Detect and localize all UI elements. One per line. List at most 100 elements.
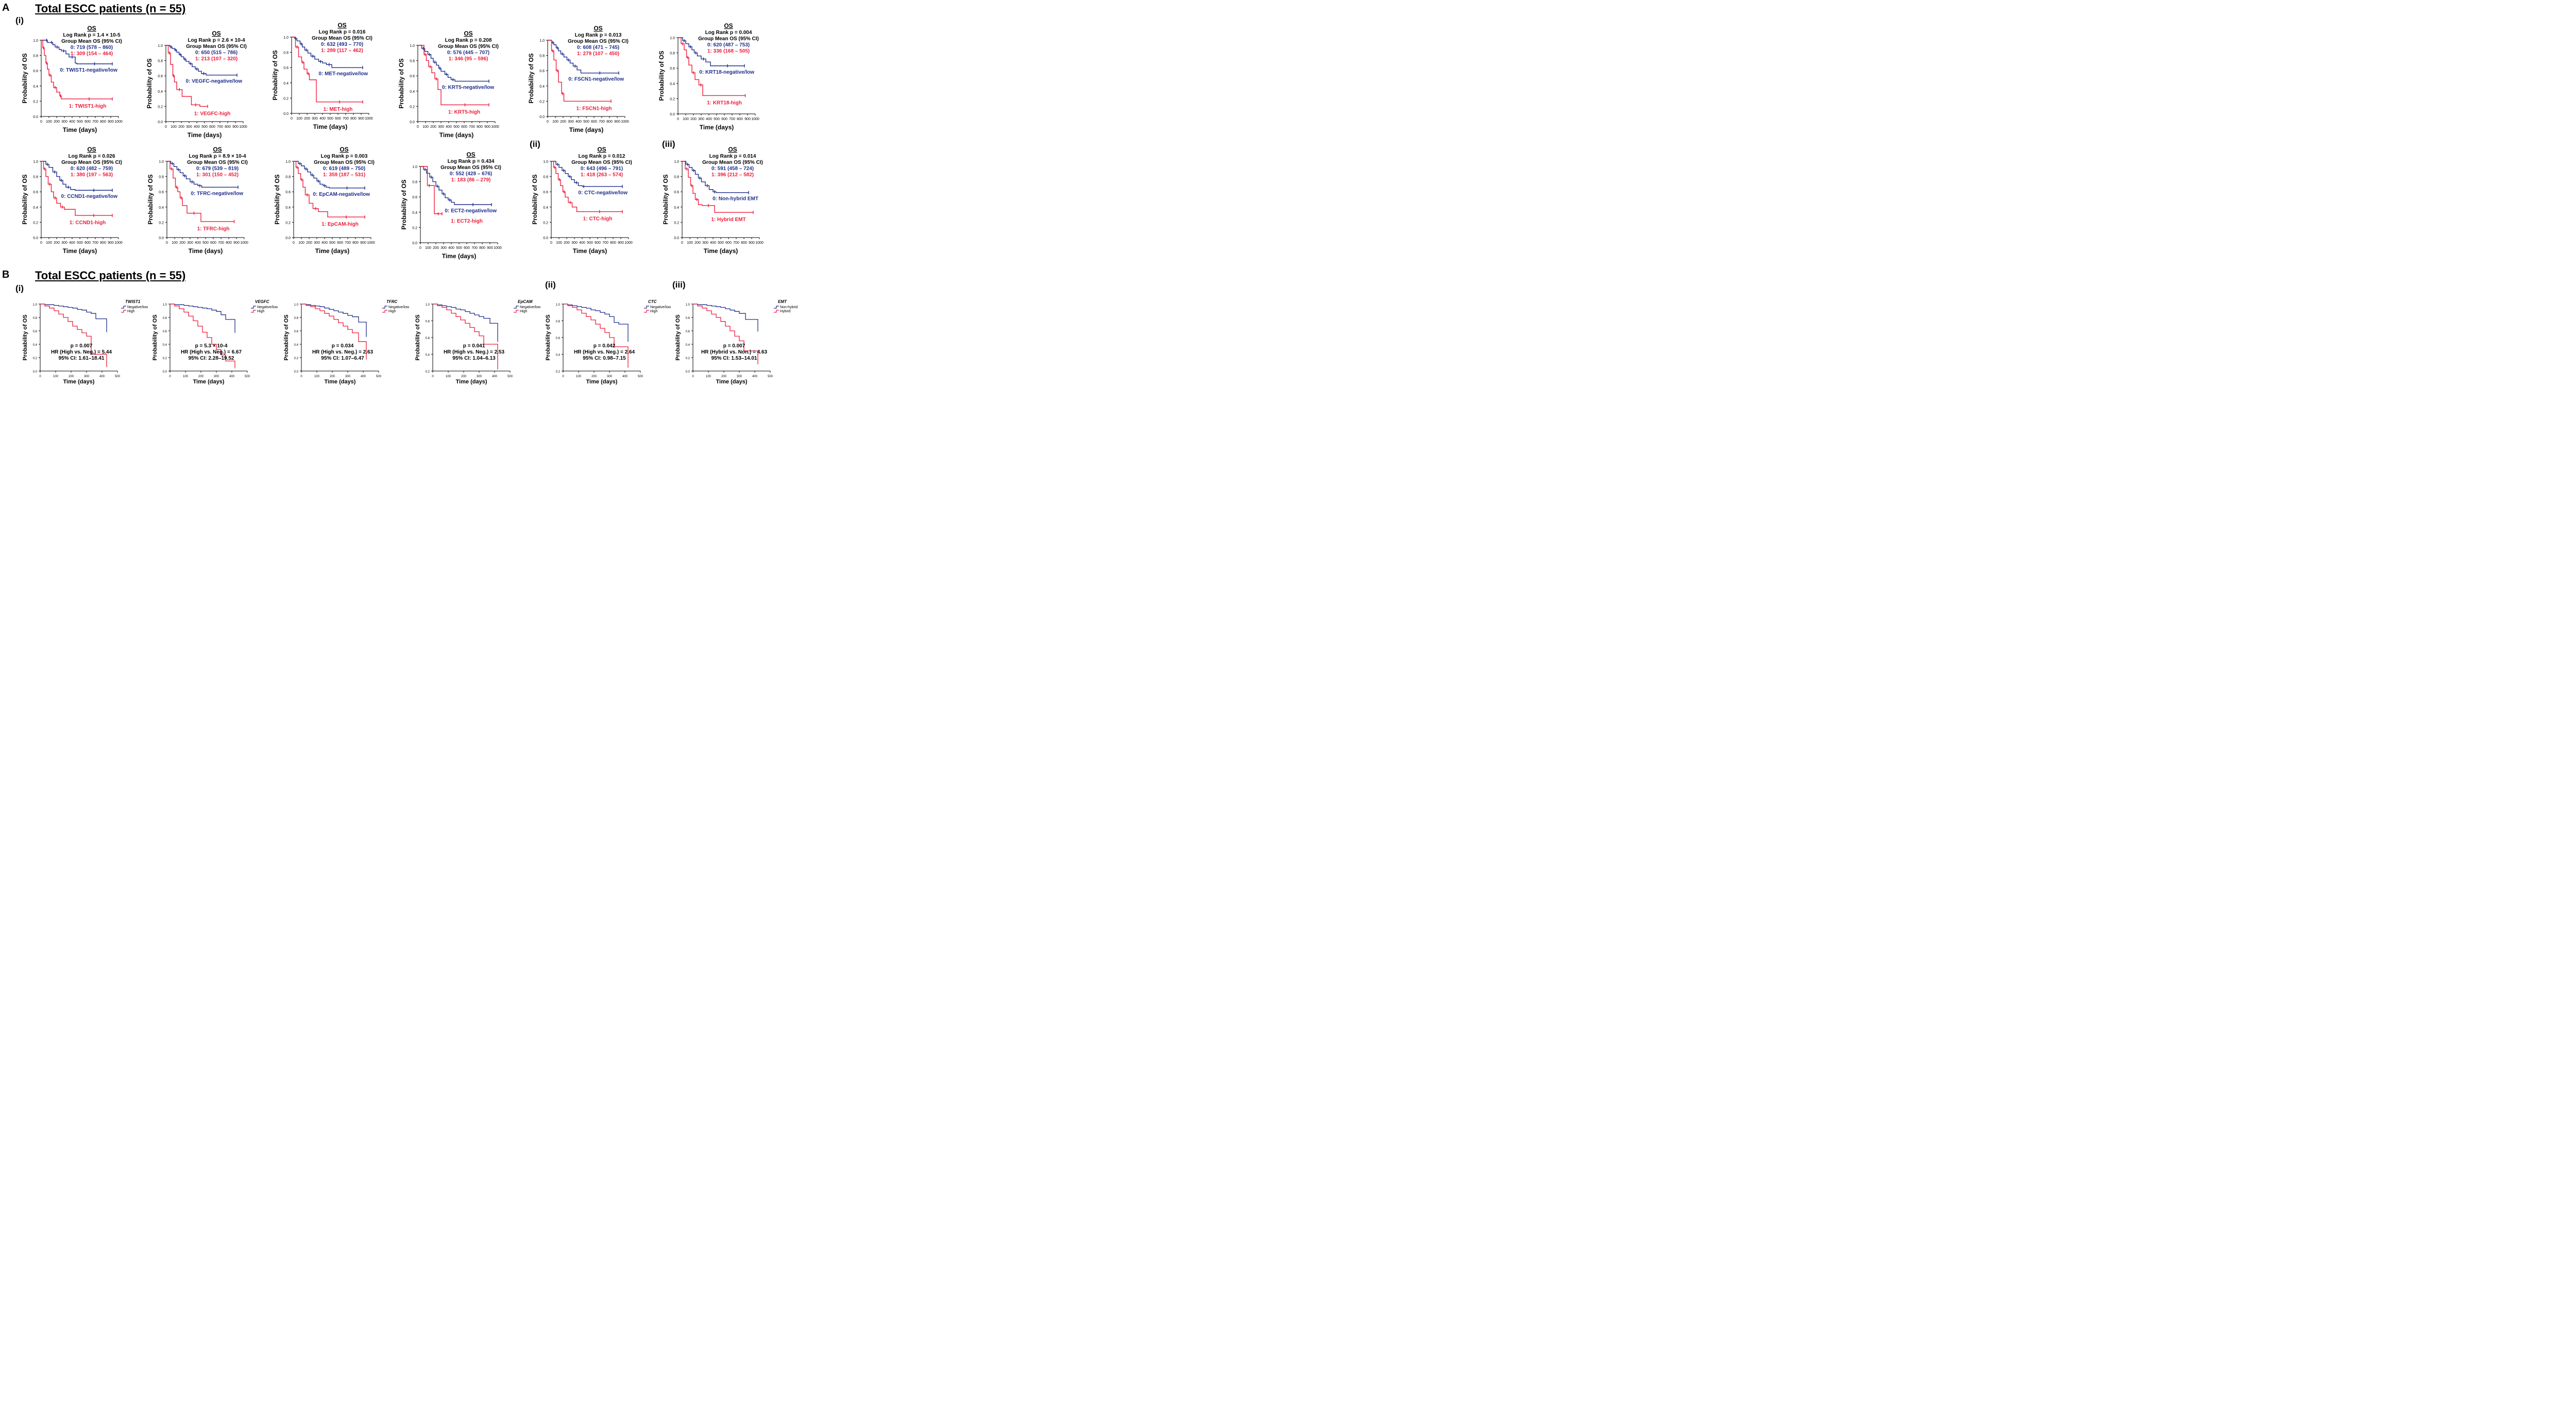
A10-group-mean: Group Mean OS (95% CI) [440,165,501,171]
A1-y-tick-label: 0.0 [33,115,38,119]
A10-pvalue: Log Rank p = 0.434 [448,159,495,164]
A3-x-tick-label: 0 [291,117,293,121]
B1-xlabel: Time (days) [63,379,95,385]
B2-y-tick-label: 0.6 [163,330,167,333]
B6-stat-2: 95% CI: 1.53–14.01 [711,356,757,361]
B6-x-tick-label: 0 [692,375,694,378]
A5-pvalue: Log Rank p = 0.013 [575,32,622,38]
A12-y-tick-label: 0.0 [674,237,679,240]
A10-x-tick-label: 400 [448,246,454,250]
A7-x-tick-label: 400 [69,241,75,245]
A4-x-tick-label: 300 [438,125,444,129]
A1-x-tick-label: 500 [77,120,83,124]
A4-legend-high: 1: 346 (95 – 596) [449,56,488,62]
B5-stat-1: HR (High vs. Neg.) = 2.64 [574,349,635,355]
A12-label-neg: 0: Non-hybrid EMT [713,196,758,202]
A3-group-mean: Group Mean OS (95% CI) [312,36,372,41]
A5-x-tick-label: 100 [552,120,558,124]
A11-x-tick-label: 200 [564,241,570,245]
A5-xlabel: Time (days) [569,126,603,133]
A2-x-tick-label: 900 [232,125,239,129]
A8-y-tick-label: 0.8 [159,176,164,179]
B6-legend-high: Hybrid [780,310,790,313]
A2-x-tick-label: 0 [165,125,167,129]
A2-y-tick-label: 1.0 [158,44,163,48]
B4-x-tick-label: 400 [492,375,498,378]
A8-x-tick-label: 200 [179,241,185,245]
A7-y-tick-label: 0.4 [33,206,38,210]
A3-legend-neg: 0: 632 (493 – 770) [321,42,363,47]
A10-legend-high: 1: 183 (86 – 279) [451,177,491,183]
A8-x-tick-label: 900 [233,241,240,245]
A1-x-tick-label: 400 [69,120,75,124]
km-chart-A9: 0 100 200 300 400 500 600 700 800 900 1000 0.0 0.2 0.… [274,146,375,255]
A11-title: OS [597,146,606,153]
A11-x-tick-label: 800 [610,241,616,245]
B5-series-high [563,304,629,368]
A5-y-tick-label: 1.0 [539,39,545,43]
A3-y-tick-label: 0.6 [283,66,289,70]
section-a-title: Total ESCC patients (n = 55) [35,2,186,15]
A12-ylabel: Probability of OS [662,174,669,224]
A10-label-high: 1: ECT2-high [451,218,483,224]
A11-y-tick-label: 0.2 [543,221,548,225]
A9-label-high: 1: EpCAM-high [321,222,359,227]
A11-x-tick-label: 500 [587,241,593,245]
A9-x-tick-label: 0 [293,241,295,245]
roman-b-i: (i) [15,283,24,293]
B2-y-tick-label: 0.4 [163,344,167,347]
A11-x-tick-label: 300 [571,241,578,245]
A10-x-tick-label: 600 [464,246,470,250]
A11-series-neg [551,161,622,187]
km-chart-A10: 0 100 200 300 400 500 600 700 800 900 1000 0.0 0.2 0.… [400,151,502,260]
A8-y-tick-label: 1.0 [159,160,164,164]
A1-pvalue: Log Rank p = 1.4 × 10-5 [63,32,121,38]
A4-legend-neg: 0: 576 (445 – 707) [447,50,489,56]
A3-y-tick-label: 0.8 [283,52,289,55]
A8-x-tick-label: 400 [195,241,201,245]
km-chart-A2: 0 100 200 300 400 500 600 700 800 900 1000 0.0 0.2 0.… [146,30,247,139]
A6-x-tick-label: 600 [721,117,727,121]
B1-x-tick-label: 300 [84,375,90,378]
A3-xlabel: Time (days) [313,123,347,130]
B4-y-tick-label: 0.6 [426,337,430,340]
A3-label-neg: 0: MET-negative/low [318,71,368,77]
B2-stat-1: HR (High vs. Neg.) = 6.67 [181,349,242,355]
B6-legend-swatch-high [774,310,779,313]
B2-stat-2: 95% CI: 2.28–19.52 [189,356,234,361]
A1-x-tick-label: 1000 [114,120,123,124]
B6-x-tick-label: 100 [706,375,711,378]
A1-x-tick-label: 300 [61,120,67,124]
B6-ylabel: Probability of OS [675,314,681,360]
B1-y-tick-label: 0.0 [33,371,38,374]
B4-x-tick-label: 0 [432,375,434,378]
B5-series-neg [563,304,629,342]
B4-x-tick-label: 100 [446,375,451,378]
A4-y-tick-label: 1.0 [410,44,415,48]
A12-series-high [682,161,753,213]
A4-ylabel: Probability of OS [398,58,405,108]
A5-x-tick-label: 800 [606,120,613,124]
B5-y-tick-label: 1.0 [556,304,561,307]
A12-pvalue: Log Rank p = 0.014 [709,154,756,159]
A6-group-mean: Group Mean OS (95% CI) [698,36,759,42]
A12-x-tick-label: 400 [710,241,716,245]
A10-y-tick-label: 0.4 [412,211,417,215]
A8-label-neg: 0: TFRC-negative/low [191,191,243,196]
A7-y-tick-label: 0.0 [33,237,38,240]
B5-legend-high: High [650,310,658,313]
A5-x-tick-label: 600 [591,120,597,124]
A6-y-tick-label: 0.6 [670,67,675,71]
B2-legend-high: High [257,310,265,313]
A8-legend-high: 1: 301 (150 – 452) [196,172,239,178]
A12-x-tick-label: 100 [687,241,693,245]
A7-group-mean: Group Mean OS (95% CI) [61,160,122,165]
B4-legend-swatch-high [514,310,519,313]
A7-x-tick-label: 500 [77,241,83,245]
A4-x-tick-label: 400 [446,125,452,129]
A10-x-tick-label: 300 [440,246,447,250]
A11-x-tick-label: 100 [556,241,562,245]
B5-stat-0: p = 0.042 [594,343,616,349]
B6-legend-neg: Non-hybrid [780,306,798,309]
A5-y-tick-label: 0.2 [539,100,545,104]
